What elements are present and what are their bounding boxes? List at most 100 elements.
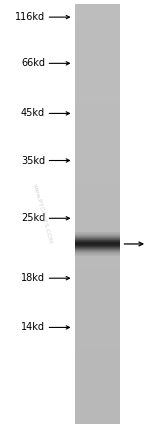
Bar <box>75 215 120 217</box>
Bar <box>75 344 120 345</box>
Bar <box>75 59 120 60</box>
Bar <box>75 306 120 308</box>
Bar <box>75 302 120 303</box>
Bar <box>75 404 120 406</box>
Bar <box>75 84 120 85</box>
Bar <box>75 208 120 210</box>
Bar <box>75 299 120 301</box>
Bar <box>75 410 120 411</box>
Bar <box>75 357 120 358</box>
Bar <box>75 155 120 157</box>
Bar <box>75 373 120 375</box>
Bar <box>75 120 120 122</box>
Bar <box>75 345 120 347</box>
Bar <box>75 278 120 280</box>
Bar <box>75 371 120 372</box>
Bar <box>75 303 120 305</box>
Bar <box>75 116 120 118</box>
Bar <box>75 330 120 331</box>
Text: 25kd: 25kd <box>21 213 45 223</box>
Bar <box>75 20 120 21</box>
Bar <box>75 210 120 211</box>
Bar <box>75 323 120 324</box>
Bar <box>75 236 120 238</box>
Bar <box>75 6 120 7</box>
Bar <box>75 113 120 115</box>
Bar <box>75 126 120 127</box>
Bar <box>75 340 120 341</box>
Bar <box>75 255 120 256</box>
Bar <box>75 70 120 71</box>
Bar <box>75 408 120 410</box>
Bar <box>75 53 120 55</box>
Bar <box>75 162 120 163</box>
Bar <box>75 27 120 28</box>
Bar <box>75 9 120 10</box>
Bar <box>75 57 120 59</box>
Bar <box>75 189 120 190</box>
Bar <box>75 309 120 310</box>
Bar <box>75 239 120 241</box>
Bar <box>75 263 120 265</box>
Bar <box>75 74 120 76</box>
Bar <box>75 419 120 421</box>
Bar <box>75 224 120 225</box>
Bar <box>75 245 120 246</box>
Bar <box>75 51 120 52</box>
Bar <box>75 71 120 73</box>
Bar <box>75 360 120 361</box>
Bar <box>75 171 120 172</box>
Bar <box>75 351 120 352</box>
Bar <box>75 78 120 80</box>
Bar <box>75 196 120 197</box>
Bar <box>75 101 120 102</box>
Bar <box>75 229 120 231</box>
Bar <box>75 403 120 404</box>
Bar <box>75 368 120 369</box>
Bar <box>75 182 120 183</box>
Bar <box>75 218 120 220</box>
Bar <box>75 7 120 9</box>
Bar <box>75 375 120 376</box>
Bar <box>75 393 120 394</box>
Bar <box>75 211 120 213</box>
Bar <box>75 327 120 329</box>
Bar <box>75 298 120 299</box>
Bar <box>75 68 120 70</box>
Bar <box>75 291 120 292</box>
Bar <box>75 30 120 31</box>
Bar <box>75 204 120 205</box>
Bar <box>75 407 120 408</box>
Bar <box>75 88 120 89</box>
Bar <box>75 129 120 130</box>
Bar <box>75 383 120 385</box>
Bar <box>75 176 120 178</box>
Bar <box>75 277 120 278</box>
Bar <box>75 324 120 326</box>
Bar <box>75 305 120 306</box>
Bar <box>75 379 120 380</box>
Bar <box>75 194 120 196</box>
Bar <box>75 274 120 276</box>
Bar <box>75 387 120 389</box>
Bar <box>75 187 120 189</box>
Bar <box>75 25 120 27</box>
Bar <box>75 48 120 49</box>
Bar <box>75 350 120 351</box>
Bar <box>75 22 120 24</box>
Bar <box>75 417 120 418</box>
Bar <box>75 386 120 387</box>
Bar <box>75 186 120 187</box>
Bar <box>75 66 120 67</box>
Bar <box>75 87 120 88</box>
Bar <box>75 169 120 171</box>
Bar <box>75 285 120 287</box>
Bar <box>75 329 120 330</box>
Bar <box>75 235 120 236</box>
Bar <box>75 136 120 137</box>
Bar <box>75 133 120 134</box>
Bar <box>75 331 120 333</box>
Bar <box>75 179 120 181</box>
Bar <box>75 17 120 18</box>
Bar <box>75 214 120 215</box>
